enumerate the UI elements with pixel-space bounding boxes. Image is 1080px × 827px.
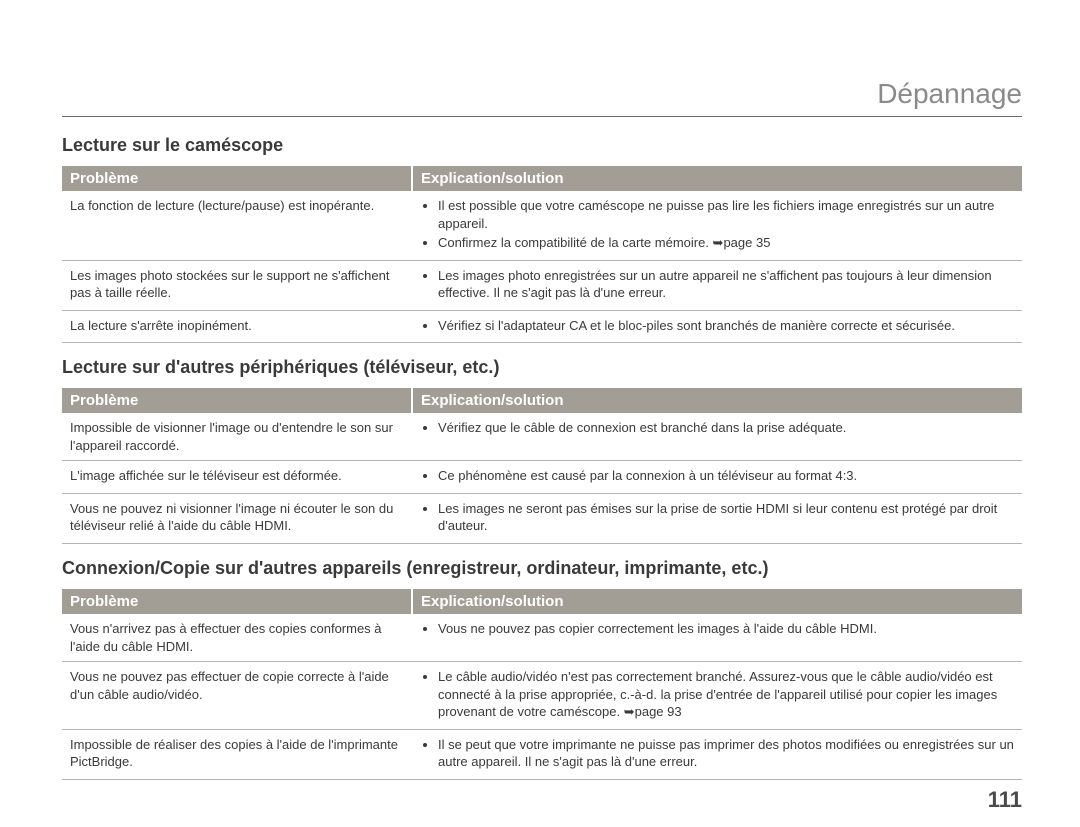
problem-cell: Impossible de réaliser des copies à l'ai… — [62, 729, 412, 779]
table-row: L'image affichée sur le téléviseur est d… — [62, 461, 1022, 494]
problem-cell: Impossible de visionner l'image ou d'ent… — [62, 413, 412, 461]
table-row: Impossible de réaliser des copies à l'ai… — [62, 729, 1022, 779]
problem-cell: Vous n'arrivez pas à effectuer des copie… — [62, 614, 412, 662]
troubleshoot-table: Problème Explication/solution La fonctio… — [62, 166, 1022, 343]
table-row: La fonction de lecture (lecture/pause) e… — [62, 191, 1022, 260]
column-header-problem: Problème — [62, 388, 412, 413]
page-number: 111 — [988, 787, 1022, 813]
solution-item: Les images ne seront pas émises sur la p… — [438, 500, 1014, 535]
solution-cell: Vérifiez que le câble de connexion est b… — [412, 413, 1022, 461]
solution-item: Les images photo enregistrées sur un aut… — [438, 267, 1014, 302]
page-title: Dépannage — [62, 78, 1022, 117]
table-row: Impossible de visionner l'image ou d'ent… — [62, 413, 1022, 461]
table-row: Vous ne pouvez pas effectuer de copie co… — [62, 662, 1022, 730]
solution-cell: Les images ne seront pas émises sur la p… — [412, 493, 1022, 543]
solution-item: Vérifiez si l'adaptateur CA et le bloc-p… — [438, 317, 1014, 335]
solution-item: Vous ne pouvez pas copier correctement l… — [438, 620, 1014, 638]
solution-item: Le câble audio/vidéo n'est pas correctem… — [438, 668, 1014, 721]
solution-cell: Il se peut que votre imprimante ne puiss… — [412, 729, 1022, 779]
solution-cell: Ce phénomène est causé par la connexion … — [412, 461, 1022, 494]
column-header-solution: Explication/solution — [412, 388, 1022, 413]
solution-item: Vérifiez que le câble de connexion est b… — [438, 419, 1014, 437]
column-header-solution: Explication/solution — [412, 589, 1022, 614]
column-header-problem: Problème — [62, 589, 412, 614]
problem-cell: La lecture s'arrête inopinément. — [62, 310, 412, 343]
problem-cell: L'image affichée sur le téléviseur est d… — [62, 461, 412, 494]
section-title: Lecture sur d'autres périphériques (télé… — [62, 357, 1022, 378]
problem-cell: Vous ne pouvez pas effectuer de copie co… — [62, 662, 412, 730]
solution-cell: Vous ne pouvez pas copier correctement l… — [412, 614, 1022, 662]
solution-cell: Il est possible que votre caméscope ne p… — [412, 191, 1022, 260]
solution-item: Confirmez la compatibilité de la carte m… — [438, 234, 1014, 252]
troubleshoot-table: Problème Explication/solution Vous n'arr… — [62, 589, 1022, 780]
table-row: Vous ne pouvez ni visionner l'image ni é… — [62, 493, 1022, 543]
solution-cell: Le câble audio/vidéo n'est pas correctem… — [412, 662, 1022, 730]
table-row: La lecture s'arrête inopinément. Vérifie… — [62, 310, 1022, 343]
solution-item: Ce phénomène est causé par la connexion … — [438, 467, 1014, 485]
section-title: Connexion/Copie sur d'autres appareils (… — [62, 558, 1022, 579]
solution-item: Il est possible que votre caméscope ne p… — [438, 197, 1014, 232]
problem-cell: La fonction de lecture (lecture/pause) e… — [62, 191, 412, 260]
solution-item: Il se peut que votre imprimante ne puiss… — [438, 736, 1014, 771]
column-header-solution: Explication/solution — [412, 166, 1022, 191]
solution-cell: Vérifiez si l'adaptateur CA et le bloc-p… — [412, 310, 1022, 343]
problem-cell: Les images photo stockées sur le support… — [62, 260, 412, 310]
table-header-row: Problème Explication/solution — [62, 589, 1022, 614]
table-row: Vous n'arrivez pas à effectuer des copie… — [62, 614, 1022, 662]
column-header-problem: Problème — [62, 166, 412, 191]
section-title: Lecture sur le caméscope — [62, 135, 1022, 156]
troubleshoot-table: Problème Explication/solution Impossible… — [62, 388, 1022, 544]
table-header-row: Problème Explication/solution — [62, 388, 1022, 413]
problem-cell: Vous ne pouvez ni visionner l'image ni é… — [62, 493, 412, 543]
table-row: Les images photo stockées sur le support… — [62, 260, 1022, 310]
solution-cell: Les images photo enregistrées sur un aut… — [412, 260, 1022, 310]
table-header-row: Problème Explication/solution — [62, 166, 1022, 191]
document-page: Dépannage Lecture sur le caméscope Probl… — [0, 0, 1080, 827]
